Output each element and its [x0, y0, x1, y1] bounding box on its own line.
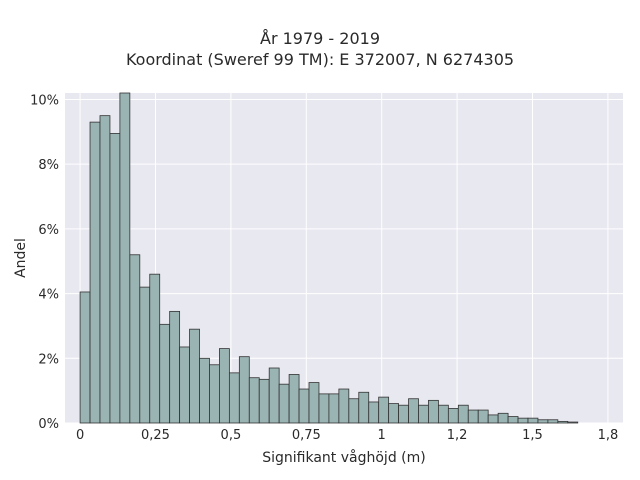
histogram-bar [358, 391, 370, 424]
histogram-bar [219, 348, 230, 424]
x-tick-label: 1,8 [598, 428, 619, 443]
histogram-bar [169, 310, 181, 424]
x-tick-label: 0,25 [141, 428, 170, 443]
histogram-bar [547, 419, 559, 424]
x-axis-label: Signifikant våghöjd (m) [262, 449, 425, 466]
histogram-bar [388, 403, 399, 424]
histogram-bar [477, 409, 489, 424]
y-tick-label: 6% [38, 223, 59, 238]
histogram-bar [567, 421, 579, 424]
chart-subtitle: Koordinat (Sweref 99 TM): E 372007, N 62… [125, 50, 515, 69]
histogram-bar [418, 404, 429, 424]
histogram-bar [298, 388, 310, 424]
bars [79, 92, 579, 424]
histogram-bar [189, 328, 200, 424]
histogram-bar [438, 404, 449, 424]
histogram-bar [149, 273, 161, 424]
histogram-bar [278, 383, 290, 424]
histogram-bar [228, 372, 240, 424]
histogram-bar [408, 398, 419, 424]
histogram-bar [308, 382, 320, 424]
histogram-bar [159, 323, 171, 424]
histogram-bar [487, 414, 499, 424]
histogram-bar [119, 92, 131, 424]
histogram-bar [199, 357, 210, 424]
histogram-bar [457, 404, 469, 424]
histogram-bar [129, 254, 141, 424]
histogram-bar [447, 408, 459, 424]
histogram-bar [328, 393, 340, 424]
histogram-bar [467, 409, 479, 424]
histogram-bar [79, 291, 91, 424]
x-tick-label: 1 [378, 428, 386, 443]
histogram-bar [517, 417, 529, 424]
histogram-bar [99, 115, 111, 424]
chart-title: År 1979 - 2019 [260, 29, 380, 48]
histogram-bar [348, 398, 360, 424]
x-tick-label: 0 [76, 428, 84, 443]
histogram-bar [378, 396, 390, 424]
histogram-bar [238, 356, 250, 424]
x-tick-label: 1,2 [447, 428, 468, 443]
histogram-bar [398, 404, 409, 424]
x-tick-label: 0,75 [292, 428, 321, 443]
histogram-bar [268, 367, 280, 424]
y-tick-label: 0% [38, 417, 59, 432]
histogram-bar [368, 401, 380, 424]
y-axis-ticks: 0% 2% 4% 6% 8% 10% [30, 93, 59, 432]
y-tick-label: 10% [30, 93, 59, 108]
histogram-bar [288, 374, 300, 424]
y-tick-label: 4% [38, 288, 59, 303]
x-tick-label: 1,5 [522, 428, 543, 443]
histogram-bar [89, 121, 101, 424]
histogram-bar [497, 412, 509, 424]
histogram-bar [507, 416, 519, 424]
x-axis-ticks: 0 0,25 0,5 0,75 1 1,2 1,5 1,8 [76, 428, 618, 443]
histogram-bar [139, 286, 151, 424]
histogram-bar [527, 417, 539, 424]
y-axis-label: Andel [13, 238, 29, 278]
histogram-bar [428, 399, 439, 424]
histogram-bar [109, 133, 121, 424]
histogram-bar [537, 419, 549, 424]
y-tick-label: 8% [38, 158, 59, 173]
histogram-bar [179, 346, 190, 424]
histogram-bar [248, 377, 260, 424]
x-tick-label: 0,5 [221, 428, 242, 443]
histogram-bar [338, 388, 350, 424]
histogram-bar [258, 378, 270, 424]
y-tick-label: 2% [38, 352, 59, 367]
histogram-bar [209, 364, 220, 424]
histogram-bar [318, 393, 330, 424]
histogram-bar [557, 420, 569, 424]
